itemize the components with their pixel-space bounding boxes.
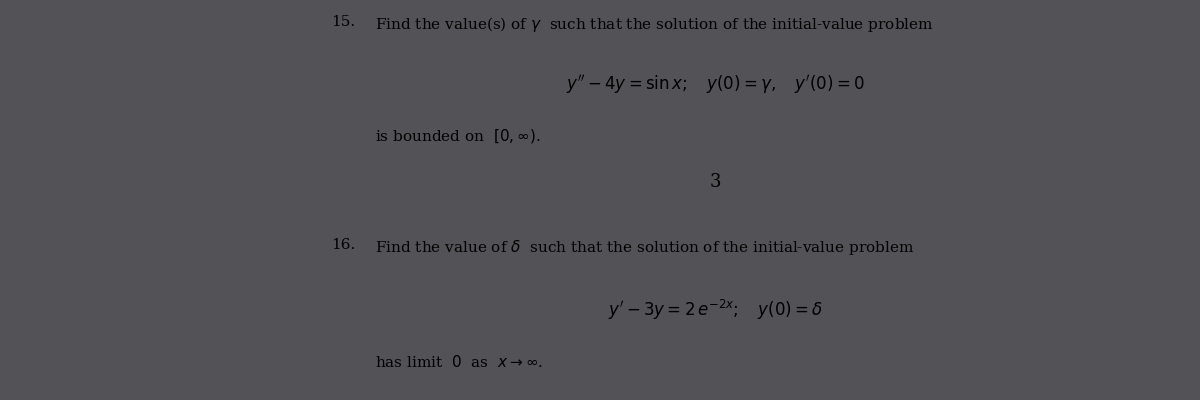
Text: Find the value(s) of $\gamma$  such that the solution of the initial-value probl: Find the value(s) of $\gamma$ such that …: [376, 15, 934, 34]
Text: 3: 3: [709, 173, 721, 191]
Text: $y' - 3y = 2\,e^{-2x};\quad y(0) = \delta$: $y' - 3y = 2\,e^{-2x};\quad y(0) = \delt…: [607, 298, 823, 322]
Text: Find the value of $\delta$  such that the solution of the initial-value problem: Find the value of $\delta$ such that the…: [376, 238, 914, 257]
Text: 16.: 16.: [331, 238, 355, 252]
Text: is bounded on  $[0, \infty)$.: is bounded on $[0, \infty)$.: [376, 127, 541, 145]
Text: has limit  $0$  as  $x \to \infty$.: has limit $0$ as $x \to \infty$.: [376, 354, 544, 370]
Text: 15.: 15.: [331, 15, 355, 29]
Text: $y'' - 4y = \sin x;\quad y(0) = \gamma,\quad y'(0) = 0$: $y'' - 4y = \sin x;\quad y(0) = \gamma,\…: [566, 73, 864, 96]
